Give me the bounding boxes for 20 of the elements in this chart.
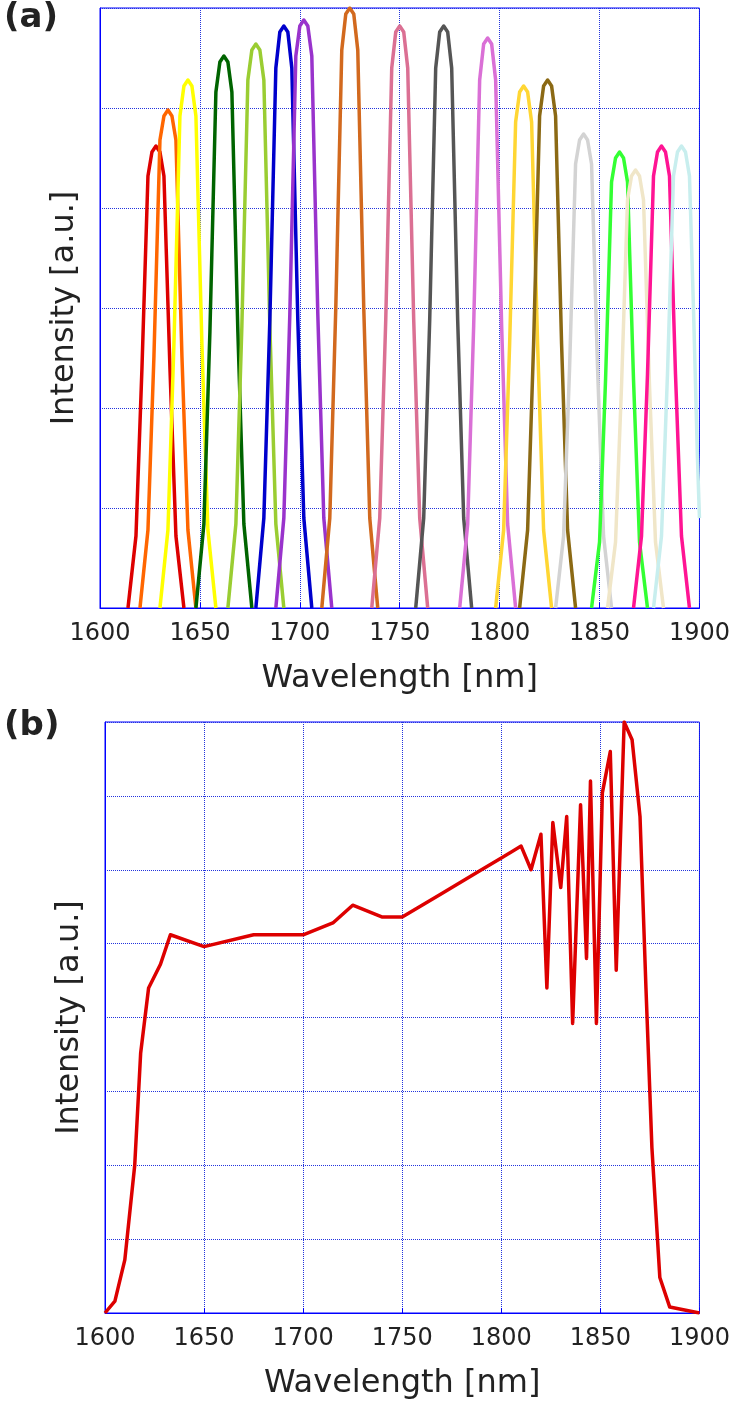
x-tick-label: 1900 <box>668 1323 730 1351</box>
x-tick-label: 1900 <box>668 618 730 646</box>
x-tick-label: 1650 <box>173 1323 235 1351</box>
x-tick-label: 1750 <box>371 1323 433 1351</box>
x-tick-label: 1850 <box>569 618 631 646</box>
x-tick-label: 1750 <box>369 618 431 646</box>
x-tick-label: 1600 <box>74 1323 136 1351</box>
text: (a) <box>4 0 59 35</box>
x-tick-label: 1850 <box>569 1323 631 1351</box>
y-axis-title: Intensity [a.u.] <box>48 900 86 1135</box>
x-tick-label: 1800 <box>470 1323 532 1351</box>
x-tick-label: 1700 <box>269 618 331 646</box>
x-axis-title: Wavelength [nm] <box>264 1362 541 1400</box>
x-tick-label: 1700 <box>272 1323 334 1351</box>
text: (b) <box>4 703 60 743</box>
x-axis-title: Wavelength [nm] <box>261 657 538 695</box>
x-tick-label: 1800 <box>469 618 531 646</box>
x-tick-label: 1600 <box>69 618 131 646</box>
x-tick-label: 1650 <box>169 618 231 646</box>
y-axis-title: Intensity [a.u.] <box>43 190 81 426</box>
